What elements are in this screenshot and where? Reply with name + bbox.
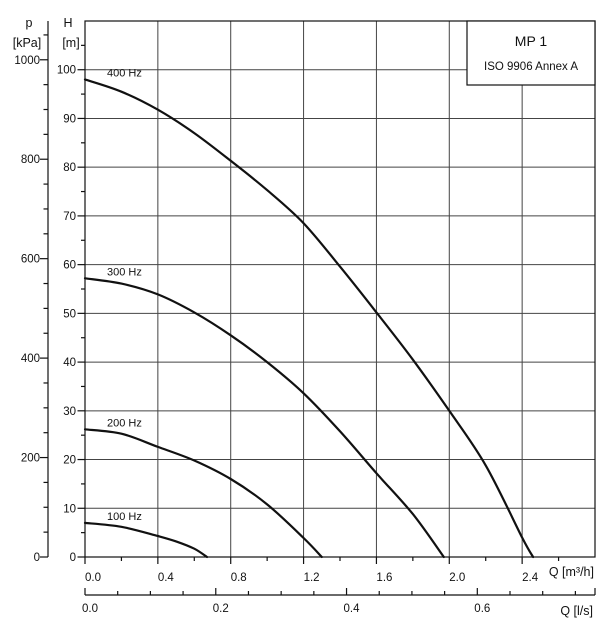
head-axis-tick-label: 90: [63, 113, 76, 125]
head-axis-tick-label: 40: [63, 357, 76, 369]
flow-axis-tick-label: 2.4: [522, 572, 539, 584]
pressure-axis-tick-label: 1000: [14, 55, 40, 67]
curve-200hz: [83, 428, 323, 559]
ls-axis-tick-label: 0.2: [213, 603, 229, 615]
head-axis-tick-label: 10: [63, 503, 76, 515]
flow-axis-tick-label: 2.0: [449, 572, 465, 584]
chart-generated-layer: 0102030405060708090100020040060080010000…: [14, 20, 596, 615]
curve-label-300hz: 300 Hz: [107, 266, 142, 278]
ls-axis-tick-label: 0.6: [474, 603, 490, 615]
pressure-axis-unit: [kPa]: [13, 36, 42, 50]
flow-axis-title-ls: Q [l/s]: [560, 604, 593, 618]
head-axis-tick-label: 20: [63, 455, 76, 467]
curve-label-400hz: 400 Hz: [107, 67, 142, 79]
head-axis-unit: [m]: [62, 36, 79, 50]
head-axis-tick-label: 0: [70, 552, 76, 564]
head-axis-tick-label: 70: [63, 211, 76, 223]
pressure-axis-tick-label: 600: [21, 254, 40, 266]
curve-label-100hz: 100 Hz: [107, 511, 142, 523]
curve-100hz: [83, 521, 209, 559]
pressure-axis-tick-label: 400: [21, 353, 40, 365]
plot-border: [84, 20, 596, 558]
head-axis-tick-label: 30: [63, 406, 76, 418]
head-axis-tick-label: 80: [63, 162, 76, 174]
ls-axis-tick-label: 0.4: [344, 603, 361, 615]
pressure-axis-tick-label: 0: [34, 552, 40, 564]
flow-axis-tick-label: 1.2: [304, 572, 320, 584]
flow-axis-tick-label: 0.0: [85, 572, 101, 584]
info-box-title: MP 1: [515, 33, 548, 49]
flow-axis-tick-label: 1.6: [376, 572, 392, 584]
flow-axis-tick-label: 0.4: [158, 572, 175, 584]
pressure-axis-name: p: [26, 16, 33, 30]
curve-label-200hz: 200 Hz: [107, 417, 142, 429]
head-axis-tick-label: 100: [57, 65, 76, 77]
ls-axis-tick-label: 0.0: [82, 603, 98, 615]
curve-400hz: [83, 78, 535, 559]
head-axis-tick-label: 60: [63, 260, 76, 272]
head-axis-tick-label: 50: [63, 308, 76, 320]
head-axis-name: H: [63, 16, 72, 30]
info-box-subtitle: ISO 9906 Annex A: [484, 61, 578, 73]
pressure-axis-tick-label: 800: [21, 154, 40, 166]
pressure-axis-tick-label: 200: [21, 453, 40, 465]
curve-300hz: [83, 277, 445, 559]
flow-axis-title-m3h: Q [m³/h]: [549, 565, 594, 579]
info-box: [466, 20, 596, 86]
flow-axis-tick-label: 0.8: [231, 572, 247, 584]
